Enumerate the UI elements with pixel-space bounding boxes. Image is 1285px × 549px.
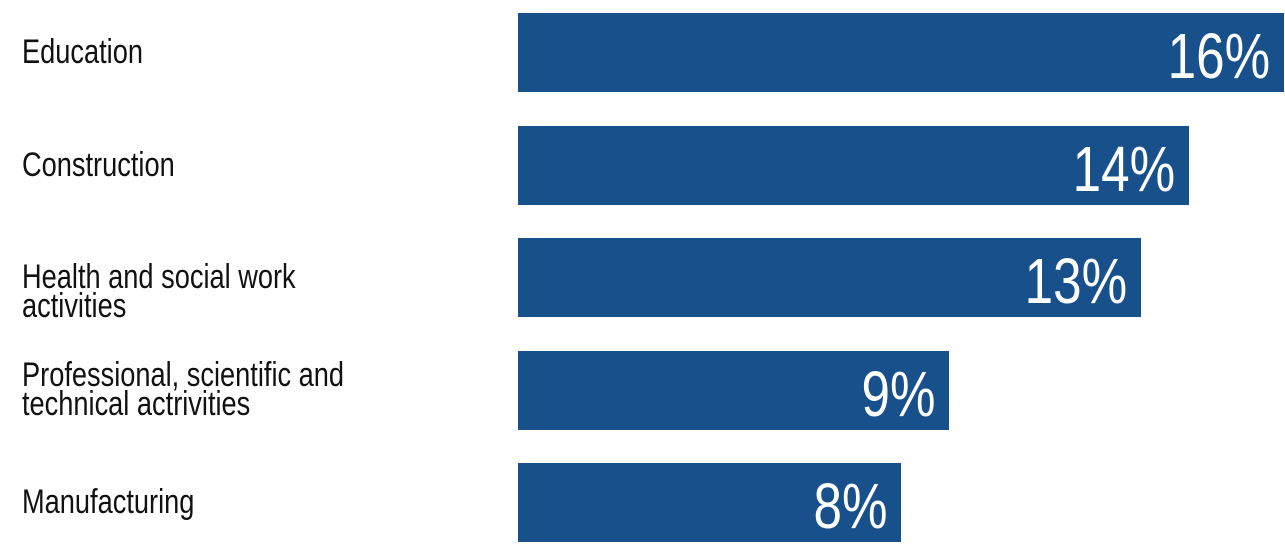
category-label: Professional, scientific and technical a… <box>22 356 345 423</box>
category-label: Manufacturing <box>22 483 195 521</box>
bar-value-label: 8% <box>813 470 888 542</box>
bar-value-label: 16% <box>1167 20 1271 92</box>
bar: 8% <box>518 463 902 542</box>
category-label: Education <box>22 33 143 71</box>
category-label: Construction <box>22 145 175 184</box>
bar-value-label: 14% <box>1072 132 1175 205</box>
bar-value-label: 9% <box>861 357 936 430</box>
bar-value-label: 13% <box>1024 245 1127 317</box>
category-label: Health and social work activities <box>22 258 296 325</box>
bar: 9% <box>518 350 950 430</box>
bar: 13% <box>518 238 1141 317</box>
bar: 14% <box>518 125 1189 205</box>
bar: 16% <box>518 13 1285 92</box>
bar-chart: Education 16% Construction 14% Health and so… <box>22 13 1285 542</box>
